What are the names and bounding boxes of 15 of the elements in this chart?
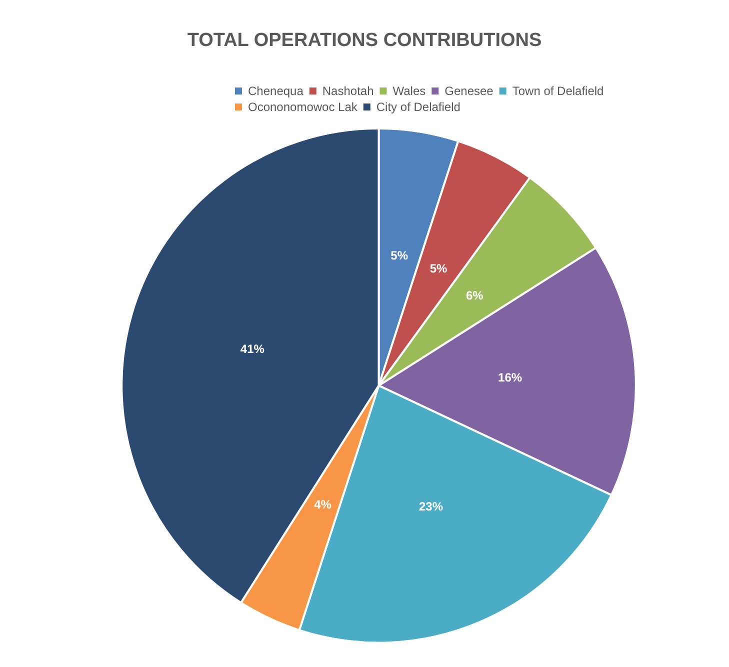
data-label: 41% [240,342,265,356]
data-label: 23% [419,499,444,514]
data-label: 4% [314,498,332,512]
data-label: 16% [498,370,522,384]
data-label: 6% [466,288,484,303]
data-label: 5% [430,261,448,276]
legend-label: Chenequa [248,84,304,98]
legend-label: Wales [392,84,426,98]
chart-title: TOTAL OPERATIONS CONTRIBUTIONS [187,30,542,51]
legend-label: City of Delafield [376,100,460,114]
legend-label: Nashotah [322,84,374,98]
legend-label: Town of Delafield [512,84,604,98]
data-label: 5% [390,248,408,263]
legend-label: Genesee [444,84,494,98]
legend-label: Ocononomowoc Lak [248,100,358,114]
